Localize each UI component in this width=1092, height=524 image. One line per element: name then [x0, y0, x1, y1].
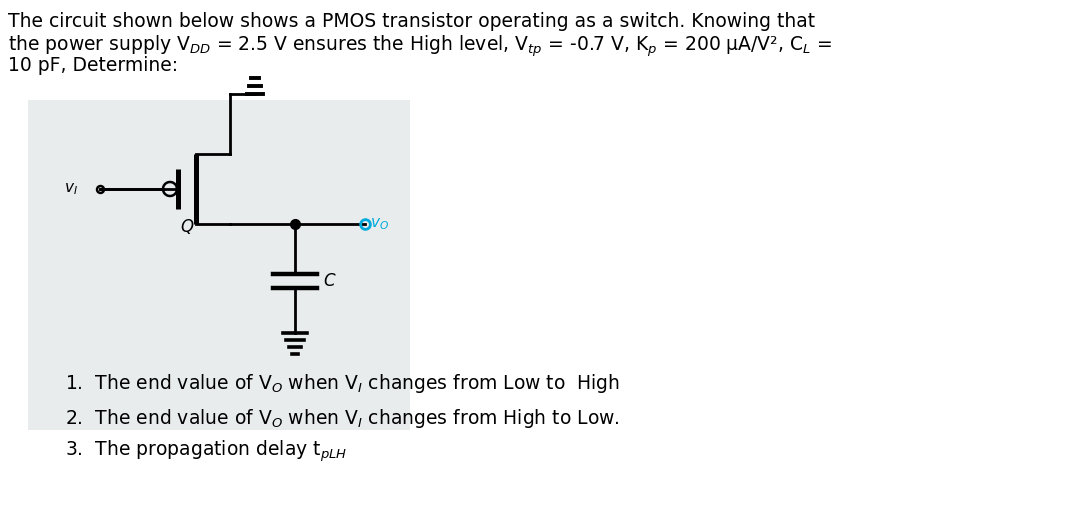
Text: 3.  The propagation delay t$_{pLH}$: 3. The propagation delay t$_{pLH}$: [66, 439, 347, 464]
Text: $Q$: $Q$: [180, 217, 194, 236]
Text: 2.  The end value of V$_O$ when V$_I$ changes from High to Low.: 2. The end value of V$_O$ when V$_I$ cha…: [66, 407, 619, 430]
Text: 1.  The end value of V$_O$ when V$_I$ changes from Low to  High: 1. The end value of V$_O$ when V$_I$ cha…: [66, 372, 620, 395]
Text: The circuit shown below shows a PMOS transistor operating as a switch. Knowing t: The circuit shown below shows a PMOS tra…: [8, 12, 815, 31]
Text: the power supply V$_{DD}$ = 2.5 V ensures the High level, V$_{tp}$ = -0.7 V, K$_: the power supply V$_{DD}$ = 2.5 V ensure…: [8, 34, 832, 60]
Text: $v_I$: $v_I$: [64, 181, 78, 197]
Text: $C$: $C$: [323, 272, 336, 290]
FancyBboxPatch shape: [28, 100, 409, 430]
Text: 10 pF, Determine:: 10 pF, Determine:: [8, 56, 178, 75]
Text: $v_O$: $v_O$: [370, 216, 389, 232]
